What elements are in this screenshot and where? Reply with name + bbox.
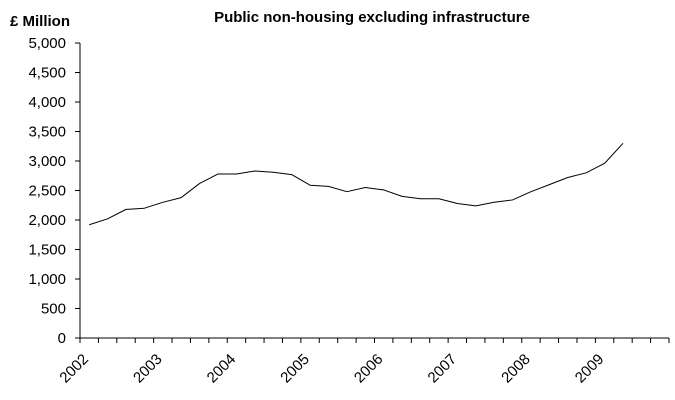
x-tick-label: 2002 (56, 351, 92, 387)
x-tick-label: 2005 (277, 351, 313, 387)
y-tick-label: 2,500 (28, 183, 66, 200)
x-tick-label: 2004 (204, 351, 240, 387)
y-tick-label: 3,000 (28, 153, 66, 170)
y-tick-label: 4,000 (28, 94, 66, 111)
x-ticks: 2002 2003 2004 2005 2006 2007 2008 2009 (56, 338, 670, 387)
plot-area (89, 142, 624, 226)
x-tick-label: 2006 (351, 351, 387, 387)
y-tick-label: 4,500 (28, 65, 66, 82)
y-axis-label: £ Million (10, 13, 70, 30)
y-tick-label: 1,000 (28, 271, 66, 288)
series-line (89, 142, 624, 226)
y-tick-label: 500 (41, 301, 66, 318)
chart-title: Public non-housing excluding infrastruct… (214, 9, 530, 26)
x-tick-label: 2008 (498, 351, 534, 387)
y-ticks: 0 500 1,000 1,500 2,000 2,500 3,000 3,500 4,000 4… (28, 35, 80, 347)
x-tick-label: 2007 (425, 351, 461, 387)
y-tick-label: 0 (58, 330, 66, 347)
y-tick-label: 1,500 (28, 242, 66, 259)
y-tick-label: 5,000 (28, 35, 66, 52)
y-tick-label: 3,500 (28, 124, 66, 141)
x-tick-label: 2009 (572, 351, 608, 387)
y-tick-label: 2,000 (28, 212, 66, 229)
x-tick-label: 2003 (130, 351, 166, 387)
